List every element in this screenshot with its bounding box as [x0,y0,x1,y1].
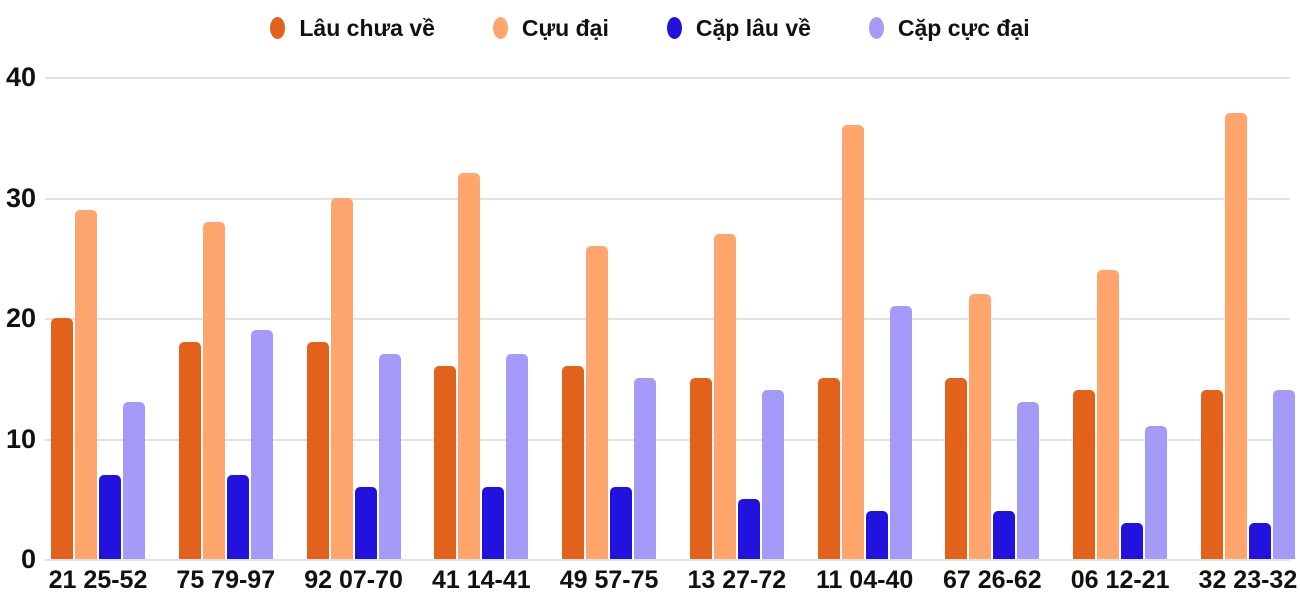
bar[interactable] [634,378,657,559]
y-axis-label: 30 [5,182,36,213]
legend-item[interactable]: Cặp cực đại [868,14,1030,42]
bar[interactable] [562,366,585,559]
bar[interactable] [1097,269,1120,559]
bar[interactable] [330,197,353,559]
x-axis-label: 11 04-40 [815,566,914,594]
bar[interactable] [1121,522,1144,559]
bar-cluster [1073,77,1168,559]
bar[interactable] [713,233,736,559]
bar-cluster [178,77,273,559]
x-axis-label: 06 12-21 [1070,566,1170,594]
bar[interactable] [123,402,145,559]
bar[interactable] [841,125,864,559]
legend-label: Cặp lâu về [695,14,811,41]
y-axis-label: 40 [5,62,36,92]
bar[interactable] [1017,402,1040,559]
bar[interactable] [610,486,633,559]
bar[interactable] [202,221,225,559]
bar-group: 67 26-62 [943,77,1042,595]
bar[interactable] [1200,390,1223,559]
bar-cluster [945,77,1040,559]
gridline [45,197,1290,200]
legend-marker-icon [868,17,884,39]
bar[interactable] [1224,113,1247,559]
bar[interactable] [458,173,481,559]
legend-item[interactable]: Cặp lâu về [666,14,811,42]
legend-marker-icon [492,17,508,39]
y-axis-label: 10 [5,423,36,454]
x-axis-label: 32 23-32 [1198,566,1298,594]
bar[interactable] [1272,390,1295,559]
y-axis-label: 20 [5,303,36,333]
bar-group: 92 07-70 [304,77,403,595]
bar-group: 41 14-41 [431,77,531,595]
legend-label: Lâu chưa về [299,14,435,41]
x-axis-label: 92 07-70 [304,566,403,594]
bar-group: 06 12-21 [1070,77,1170,595]
x-axis-label: 21 25-52 [48,566,148,594]
gridline [45,318,1290,320]
legend-item[interactable]: Lâu chưa về [270,15,435,42]
y-axis-label: 0 [20,544,36,574]
gridline [45,438,1290,441]
bar[interactable] [889,305,912,559]
gridline [45,77,1290,79]
bar[interactable] [506,354,529,559]
bar[interactable] [482,486,505,559]
bar-cluster [434,77,529,559]
bar-cluster [51,77,145,559]
bar[interactable] [378,354,401,559]
bar[interactable] [1248,522,1271,559]
bar-cluster [689,77,784,559]
x-axis-label: 13 27-72 [687,566,787,594]
bar-group: 49 57-75 [559,77,659,595]
bar-group: 32 23-32 [1198,77,1298,595]
bar[interactable] [306,342,329,559]
legend-marker-icon [666,17,682,39]
bar[interactable] [817,378,840,559]
x-axis-label: 41 14-41 [431,566,531,594]
bar[interactable] [737,498,760,559]
legend-item[interactable]: Cựu đại [492,14,609,42]
bar[interactable] [865,510,888,559]
bar[interactable] [993,510,1016,559]
legend-marker-icon [270,17,286,39]
bar-group: 75 79-97 [176,77,276,595]
bar-cluster [1200,77,1295,559]
bar[interactable] [761,390,784,559]
x-axis-label: 49 57-75 [559,566,659,594]
bar-group: 21 25-52 [48,77,148,595]
legend-label: Cặp cực đại [897,14,1030,41]
bar[interactable] [250,330,273,559]
bar[interactable] [178,342,201,559]
gridline [45,559,1290,561]
bar[interactable] [434,366,457,559]
bar[interactable] [226,474,249,559]
bar[interactable] [586,245,609,559]
bar-group: 11 04-40 [815,77,914,595]
x-axis-label: 75 79-97 [176,566,276,594]
bar[interactable] [689,378,712,559]
bar[interactable] [99,474,121,559]
x-axis-label: 67 26-62 [943,566,1042,594]
bar-cluster [817,77,912,559]
bar[interactable] [1145,426,1168,559]
bar[interactable] [945,378,968,559]
bar-group: 13 27-72 [687,77,787,595]
bar[interactable] [51,318,73,559]
bar-cluster [306,77,401,559]
bar[interactable] [1073,390,1096,559]
legend: Lâu chưa về Cựu đại Cặp lâu về Cặp cực đại [0,8,1300,48]
legend-label: Cựu đại [521,14,609,41]
bar[interactable] [969,293,992,559]
bar-cluster [562,77,657,559]
bar[interactable] [75,209,97,559]
bar[interactable] [354,486,377,559]
plot-area: 21 25-52 75 79-97 92 07-70 41 14-41 49 57-75… [45,77,1298,595]
